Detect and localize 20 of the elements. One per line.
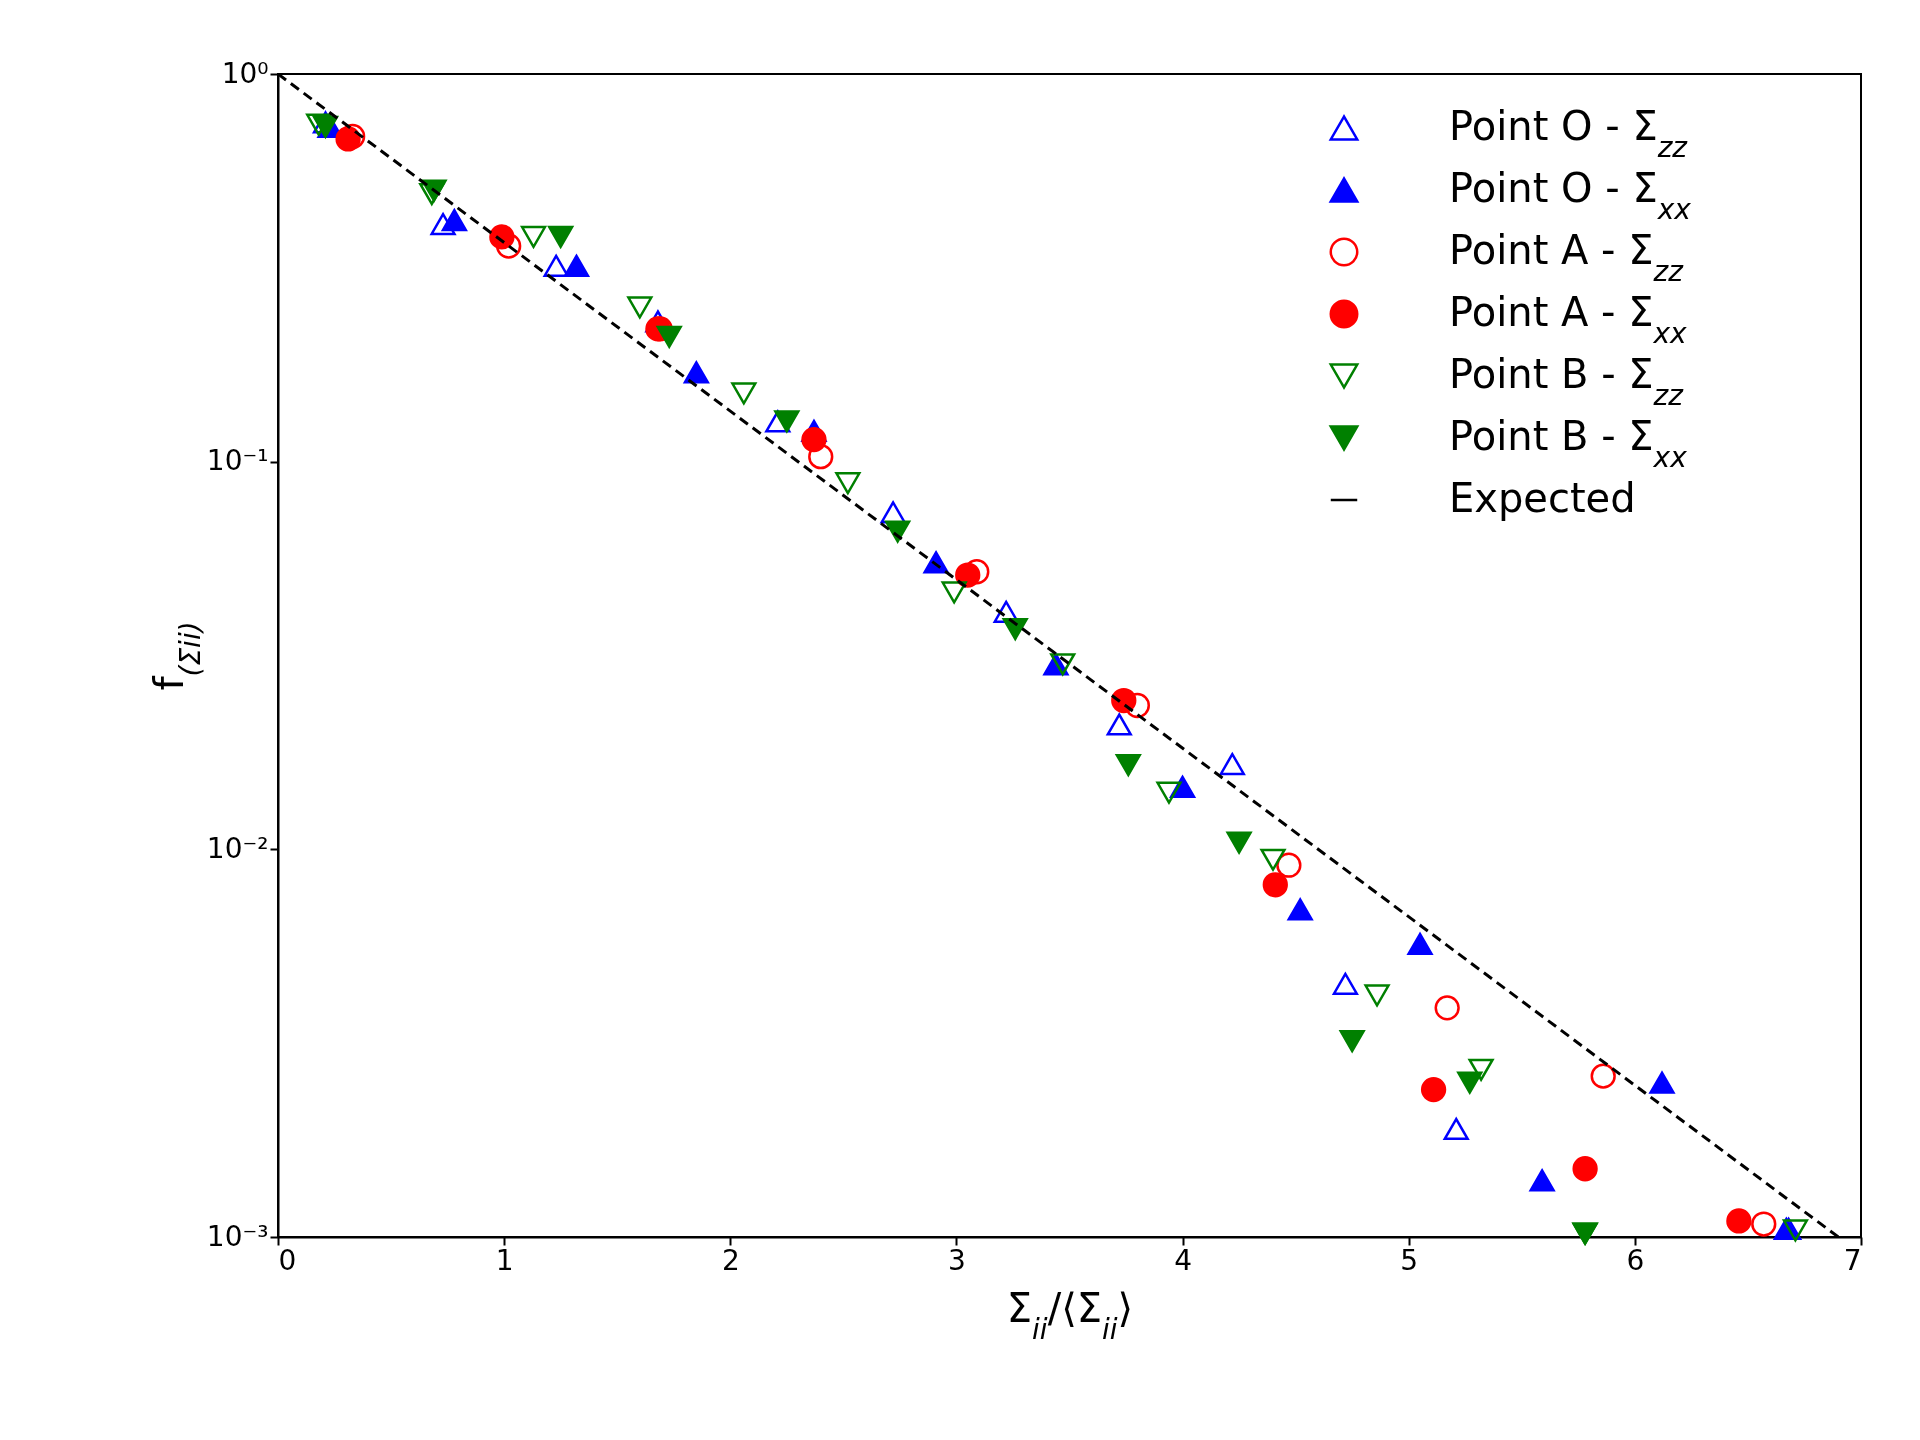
legend-label: Point A - Σ$_{xx}$	[1449, 289, 1688, 350]
y-tick-label: 10⁰	[221, 56, 269, 90]
legend-label: Point B - Σ$_{xx}$	[1449, 413, 1688, 474]
y-tick-label: 10⁻²	[206, 831, 269, 865]
x-tick-label: 6	[1626, 1243, 1645, 1277]
x-tick-label: 0	[278, 1243, 297, 1277]
legend-label: Point O - Σ$_{zz}$	[1449, 103, 1689, 164]
y-tick-label: 10⁻¹	[206, 444, 269, 478]
x-tick-label: 7	[1843, 1243, 1862, 1277]
x-axis-title: Σ$_{ii}$/⟨Σ$_{ii}$⟩	[1006, 1284, 1134, 1345]
legend-label: Point O - Σ$_{xx}$	[1449, 165, 1692, 226]
legend-label: Expected	[1449, 475, 1636, 521]
x-tick-label: 1	[495, 1243, 514, 1277]
legend-label: Point A - Σ$_{zz}$	[1449, 227, 1685, 288]
y-tick-label: 10⁻³	[206, 1219, 269, 1253]
legend-label: Point B - Σ$_{zz}$	[1449, 351, 1685, 412]
x-tick-label: 5	[1400, 1243, 1419, 1277]
x-tick-label: 3	[948, 1243, 966, 1277]
x-tick-label: 2	[721, 1243, 740, 1277]
x-tick-label: 4	[1174, 1243, 1192, 1277]
